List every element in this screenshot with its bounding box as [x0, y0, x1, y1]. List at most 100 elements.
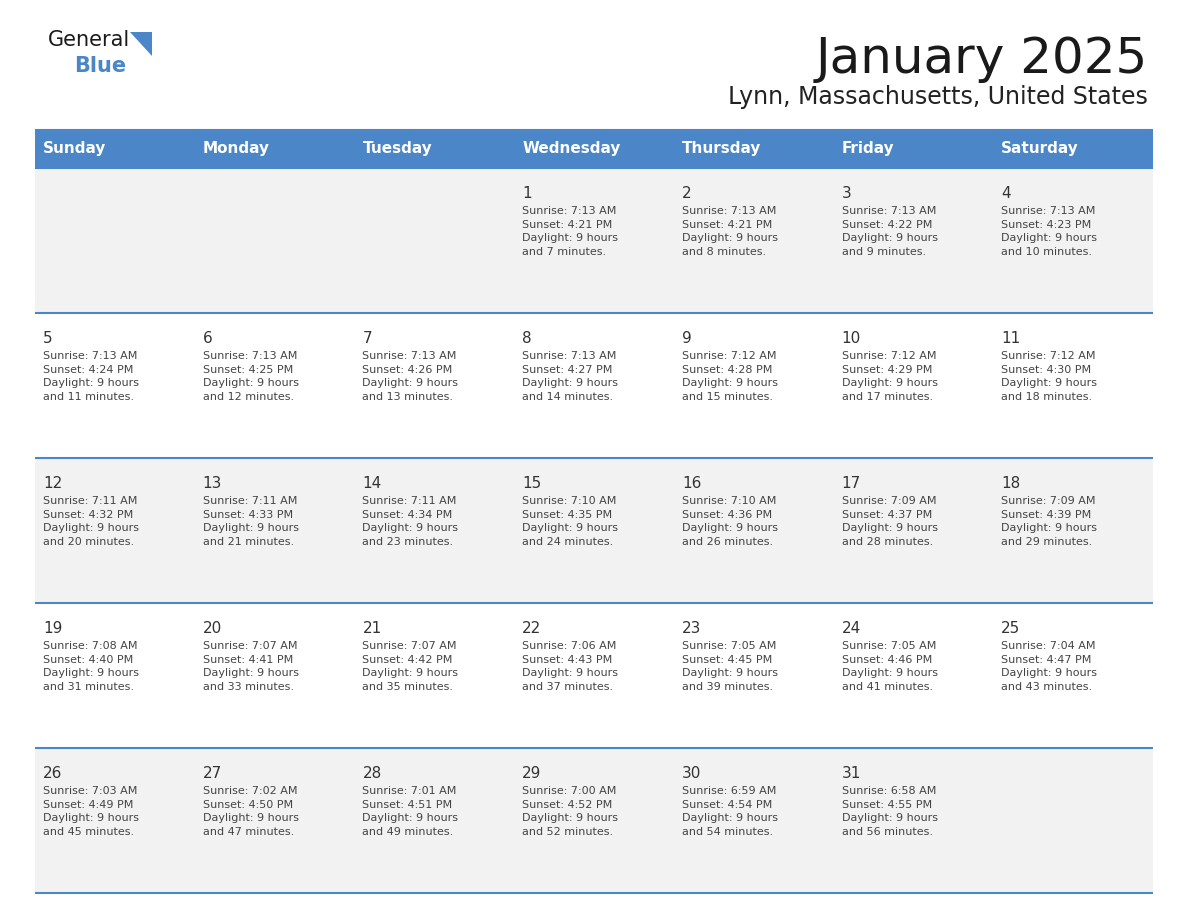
Text: 9: 9 — [682, 331, 691, 346]
Text: 14: 14 — [362, 476, 381, 491]
Text: 1: 1 — [523, 186, 532, 201]
Text: Thursday: Thursday — [682, 141, 762, 156]
Text: Tuesday: Tuesday — [362, 141, 432, 156]
Text: Sunrise: 7:12 AM
Sunset: 4:30 PM
Daylight: 9 hours
and 18 minutes.: Sunrise: 7:12 AM Sunset: 4:30 PM Dayligh… — [1001, 351, 1098, 402]
Text: 16: 16 — [682, 476, 701, 491]
Text: Sunrise: 6:59 AM
Sunset: 4:54 PM
Daylight: 9 hours
and 54 minutes.: Sunrise: 6:59 AM Sunset: 4:54 PM Dayligh… — [682, 786, 778, 837]
Text: 15: 15 — [523, 476, 542, 491]
Text: 11: 11 — [1001, 331, 1020, 346]
Bar — [834, 130, 993, 168]
Bar — [195, 168, 354, 313]
Text: 26: 26 — [43, 766, 62, 781]
Text: Wednesday: Wednesday — [523, 141, 620, 156]
Text: 25: 25 — [1001, 621, 1020, 636]
Bar — [834, 458, 993, 603]
Text: General: General — [48, 30, 131, 50]
Bar — [354, 168, 514, 313]
Text: Sunrise: 7:05 AM
Sunset: 4:45 PM
Daylight: 9 hours
and 39 minutes.: Sunrise: 7:05 AM Sunset: 4:45 PM Dayligh… — [682, 641, 778, 692]
Text: Sunrise: 7:13 AM
Sunset: 4:23 PM
Daylight: 9 hours
and 10 minutes.: Sunrise: 7:13 AM Sunset: 4:23 PM Dayligh… — [1001, 206, 1098, 257]
Text: 29: 29 — [523, 766, 542, 781]
Text: 18: 18 — [1001, 476, 1020, 491]
Text: Sunrise: 7:10 AM
Sunset: 4:35 PM
Daylight: 9 hours
and 24 minutes.: Sunrise: 7:10 AM Sunset: 4:35 PM Dayligh… — [523, 496, 618, 547]
Text: Sunrise: 7:06 AM
Sunset: 4:43 PM
Daylight: 9 hours
and 37 minutes.: Sunrise: 7:06 AM Sunset: 4:43 PM Dayligh… — [523, 641, 618, 692]
Bar — [354, 313, 514, 458]
Bar — [195, 313, 354, 458]
Text: 2: 2 — [682, 186, 691, 201]
Text: 27: 27 — [203, 766, 222, 781]
Bar — [993, 168, 1154, 313]
Bar — [34, 313, 195, 458]
Bar — [34, 603, 195, 748]
Text: Sunrise: 7:11 AM
Sunset: 4:33 PM
Daylight: 9 hours
and 21 minutes.: Sunrise: 7:11 AM Sunset: 4:33 PM Dayligh… — [203, 496, 298, 547]
Text: Sunday: Sunday — [43, 141, 107, 156]
Text: Blue: Blue — [74, 56, 126, 76]
Bar — [674, 130, 834, 168]
Polygon shape — [129, 32, 152, 56]
Bar — [34, 168, 195, 313]
Bar — [34, 458, 195, 603]
Bar — [674, 458, 834, 603]
Text: Sunrise: 7:13 AM
Sunset: 4:24 PM
Daylight: 9 hours
and 11 minutes.: Sunrise: 7:13 AM Sunset: 4:24 PM Dayligh… — [43, 351, 139, 402]
Text: Sunrise: 7:12 AM
Sunset: 4:29 PM
Daylight: 9 hours
and 17 minutes.: Sunrise: 7:12 AM Sunset: 4:29 PM Dayligh… — [841, 351, 937, 402]
Bar — [674, 313, 834, 458]
Text: 4: 4 — [1001, 186, 1011, 201]
Bar — [993, 130, 1154, 168]
Text: Sunrise: 7:13 AM
Sunset: 4:21 PM
Daylight: 9 hours
and 8 minutes.: Sunrise: 7:13 AM Sunset: 4:21 PM Dayligh… — [682, 206, 778, 257]
Text: 13: 13 — [203, 476, 222, 491]
Text: Sunrise: 7:11 AM
Sunset: 4:34 PM
Daylight: 9 hours
and 23 minutes.: Sunrise: 7:11 AM Sunset: 4:34 PM Dayligh… — [362, 496, 459, 547]
Text: 20: 20 — [203, 621, 222, 636]
Bar — [195, 603, 354, 748]
Bar — [354, 748, 514, 893]
Bar — [993, 748, 1154, 893]
Text: Lynn, Massachusetts, United States: Lynn, Massachusetts, United States — [728, 85, 1148, 109]
Text: Sunrise: 6:58 AM
Sunset: 4:55 PM
Daylight: 9 hours
and 56 minutes.: Sunrise: 6:58 AM Sunset: 4:55 PM Dayligh… — [841, 786, 937, 837]
Text: 21: 21 — [362, 621, 381, 636]
Text: 7: 7 — [362, 331, 372, 346]
Bar — [674, 168, 834, 313]
Bar — [514, 458, 674, 603]
Text: Sunrise: 7:09 AM
Sunset: 4:37 PM
Daylight: 9 hours
and 28 minutes.: Sunrise: 7:09 AM Sunset: 4:37 PM Dayligh… — [841, 496, 937, 547]
Text: January 2025: January 2025 — [816, 35, 1148, 83]
Bar — [195, 748, 354, 893]
Text: Monday: Monday — [203, 141, 270, 156]
Text: 12: 12 — [43, 476, 62, 491]
Text: 10: 10 — [841, 331, 861, 346]
Text: 17: 17 — [841, 476, 861, 491]
Text: 22: 22 — [523, 621, 542, 636]
Text: Sunrise: 7:03 AM
Sunset: 4:49 PM
Daylight: 9 hours
and 45 minutes.: Sunrise: 7:03 AM Sunset: 4:49 PM Dayligh… — [43, 786, 139, 837]
Bar — [834, 603, 993, 748]
Text: 23: 23 — [682, 621, 701, 636]
Text: Sunrise: 7:13 AM
Sunset: 4:22 PM
Daylight: 9 hours
and 9 minutes.: Sunrise: 7:13 AM Sunset: 4:22 PM Dayligh… — [841, 206, 937, 257]
Bar — [834, 168, 993, 313]
Text: Sunrise: 7:13 AM
Sunset: 4:25 PM
Daylight: 9 hours
and 12 minutes.: Sunrise: 7:13 AM Sunset: 4:25 PM Dayligh… — [203, 351, 298, 402]
Text: 3: 3 — [841, 186, 852, 201]
Bar — [674, 603, 834, 748]
Text: Sunrise: 7:11 AM
Sunset: 4:32 PM
Daylight: 9 hours
and 20 minutes.: Sunrise: 7:11 AM Sunset: 4:32 PM Dayligh… — [43, 496, 139, 547]
Bar — [993, 603, 1154, 748]
Text: Friday: Friday — [841, 141, 895, 156]
Text: 28: 28 — [362, 766, 381, 781]
Text: Sunrise: 7:13 AM
Sunset: 4:21 PM
Daylight: 9 hours
and 7 minutes.: Sunrise: 7:13 AM Sunset: 4:21 PM Dayligh… — [523, 206, 618, 257]
Text: Sunrise: 7:05 AM
Sunset: 4:46 PM
Daylight: 9 hours
and 41 minutes.: Sunrise: 7:05 AM Sunset: 4:46 PM Dayligh… — [841, 641, 937, 692]
Text: Sunrise: 7:07 AM
Sunset: 4:42 PM
Daylight: 9 hours
and 35 minutes.: Sunrise: 7:07 AM Sunset: 4:42 PM Dayligh… — [362, 641, 459, 692]
Text: Sunrise: 7:00 AM
Sunset: 4:52 PM
Daylight: 9 hours
and 52 minutes.: Sunrise: 7:00 AM Sunset: 4:52 PM Dayligh… — [523, 786, 618, 837]
Bar — [514, 168, 674, 313]
Text: Sunrise: 7:10 AM
Sunset: 4:36 PM
Daylight: 9 hours
and 26 minutes.: Sunrise: 7:10 AM Sunset: 4:36 PM Dayligh… — [682, 496, 778, 547]
Text: 30: 30 — [682, 766, 701, 781]
Bar — [354, 603, 514, 748]
Bar — [993, 313, 1154, 458]
Bar — [34, 748, 195, 893]
Bar — [834, 313, 993, 458]
Text: Sunrise: 7:09 AM
Sunset: 4:39 PM
Daylight: 9 hours
and 29 minutes.: Sunrise: 7:09 AM Sunset: 4:39 PM Dayligh… — [1001, 496, 1098, 547]
Text: Saturday: Saturday — [1001, 141, 1079, 156]
Text: 31: 31 — [841, 766, 861, 781]
Text: Sunrise: 7:04 AM
Sunset: 4:47 PM
Daylight: 9 hours
and 43 minutes.: Sunrise: 7:04 AM Sunset: 4:47 PM Dayligh… — [1001, 641, 1098, 692]
Bar — [993, 458, 1154, 603]
Text: Sunrise: 7:13 AM
Sunset: 4:26 PM
Daylight: 9 hours
and 13 minutes.: Sunrise: 7:13 AM Sunset: 4:26 PM Dayligh… — [362, 351, 459, 402]
Text: 5: 5 — [43, 331, 52, 346]
Text: Sunrise: 7:02 AM
Sunset: 4:50 PM
Daylight: 9 hours
and 47 minutes.: Sunrise: 7:02 AM Sunset: 4:50 PM Dayligh… — [203, 786, 298, 837]
Bar — [514, 130, 674, 168]
Text: Sunrise: 7:13 AM
Sunset: 4:27 PM
Daylight: 9 hours
and 14 minutes.: Sunrise: 7:13 AM Sunset: 4:27 PM Dayligh… — [523, 351, 618, 402]
Text: 8: 8 — [523, 331, 532, 346]
Bar — [514, 603, 674, 748]
